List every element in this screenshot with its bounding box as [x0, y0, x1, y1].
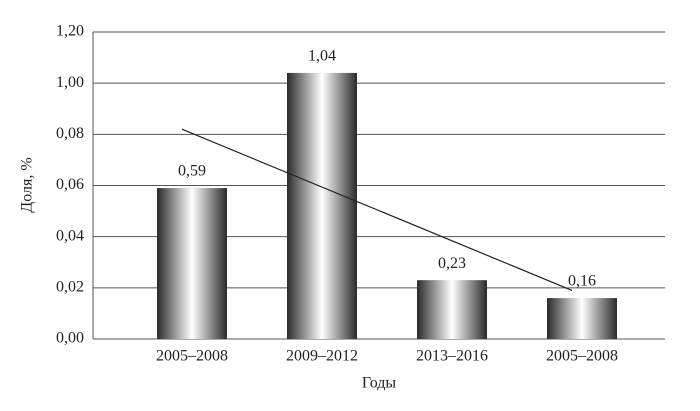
y-axis-label: Доля, % — [19, 157, 36, 212]
bar — [157, 188, 227, 339]
bar — [547, 298, 617, 339]
data-label: 0,59 — [178, 163, 206, 180]
x-axis-label: Годы — [362, 375, 397, 392]
y-tick-label: 0,00 — [56, 330, 84, 347]
data-label: 0,16 — [568, 273, 596, 290]
y-tick-label: 0,06 — [56, 176, 84, 193]
x-tick-label: 2005–2008 — [156, 348, 228, 365]
trend-line — [181, 128, 573, 291]
y-tick-label: 0,08 — [56, 125, 84, 142]
bar — [287, 72, 357, 339]
x-tick-label: 2005–2008 — [546, 348, 618, 365]
bar — [417, 280, 487, 339]
x-tick-label: 2009–2012 — [286, 348, 358, 365]
y-tick-label: 1,20 — [56, 23, 84, 40]
data-label: 0,23 — [438, 255, 466, 272]
y-tick-label: 0,04 — [56, 227, 84, 244]
data-label: 1,04 — [308, 48, 336, 65]
x-tick-label: 2013–2016 — [416, 348, 488, 365]
y-tick-label: 1,00 — [56, 74, 84, 91]
y-tick-label: 0,02 — [56, 279, 84, 296]
